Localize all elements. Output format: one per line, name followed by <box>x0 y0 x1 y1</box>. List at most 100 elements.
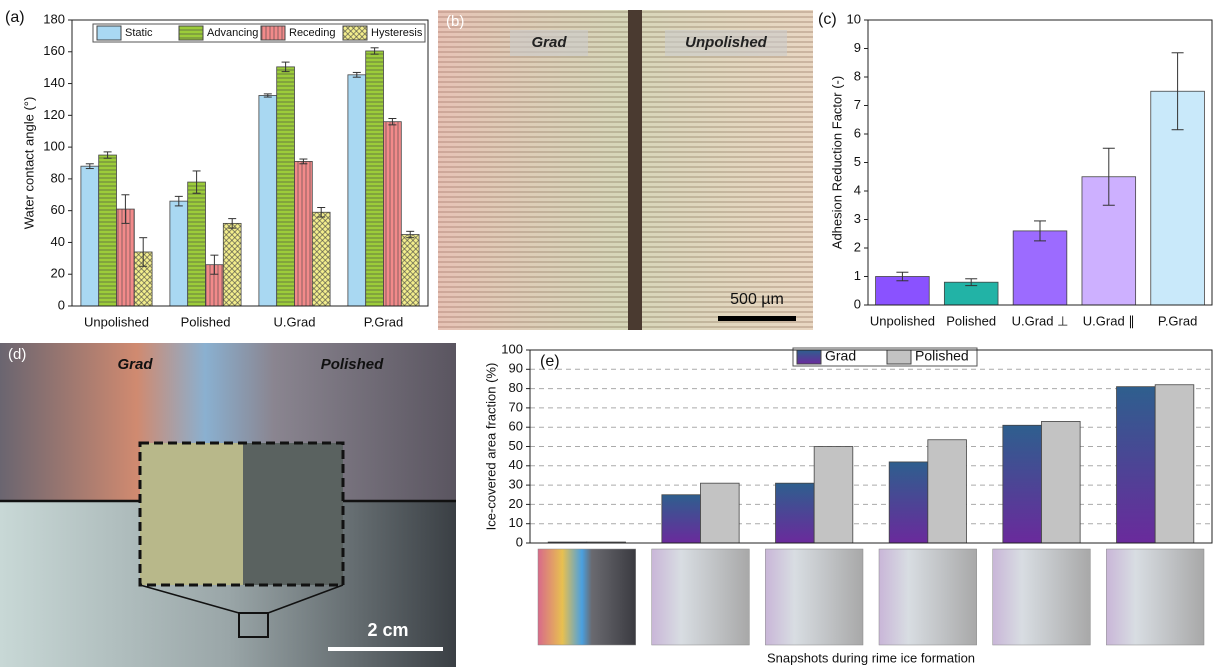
boundary <box>628 10 642 330</box>
x-tick-label: Unpolished <box>84 314 149 329</box>
panel-label: (b) <box>446 13 464 30</box>
legend-swatch <box>261 26 285 40</box>
y-tick-label: 140 <box>43 75 65 90</box>
scale-bar <box>328 647 443 651</box>
panel-label: (c) <box>818 11 837 28</box>
y-tick-label: 3 <box>854 211 861 226</box>
legend-swatch <box>887 350 911 364</box>
bar <box>1003 425 1042 543</box>
snapshot <box>538 549 636 645</box>
x-tick-label: Polished <box>181 314 231 329</box>
y-tick-label: 20 <box>509 496 523 511</box>
region-label: Grad <box>117 356 153 373</box>
y-axis-title: Ice-covered area fraction (%) <box>483 363 498 531</box>
legend: Static Advancing Receding Hysteresis <box>93 24 425 42</box>
bar <box>1013 231 1067 305</box>
legend-swatch <box>179 26 203 40</box>
bar <box>1042 421 1081 543</box>
y-tick-label: 0 <box>854 296 861 311</box>
bar <box>277 67 295 306</box>
bar <box>776 483 815 543</box>
scale-bar <box>718 316 796 321</box>
snapshot <box>652 549 750 645</box>
x-tick-label: U.Grad <box>274 314 316 329</box>
legend-label: Advancing <box>207 27 258 39</box>
y-tick-label: 60 <box>509 419 523 434</box>
y-tick-label: 120 <box>43 107 65 122</box>
bar <box>1117 387 1156 543</box>
region-label: Unpolished <box>685 34 768 51</box>
snapshot <box>765 549 863 645</box>
x-tick-label: P.Grad <box>1158 313 1198 328</box>
y-axis-title: Adhesion Reduction Factor (-) <box>829 76 844 249</box>
micrograph: (b) Grad Unpolished 500 µm <box>438 10 813 330</box>
bar <box>401 235 419 307</box>
bar <box>99 155 117 306</box>
scale-label: 2 cm <box>367 620 408 640</box>
y-tick-label: 6 <box>854 125 861 140</box>
y-tick-label: 70 <box>509 399 523 414</box>
bar <box>1155 385 1194 543</box>
x-tick-label: U.Grad ⊥ <box>1012 313 1069 328</box>
y-tick-label: 30 <box>509 477 523 492</box>
y-tick-label: 4 <box>854 182 861 197</box>
y-tick-label: 0 <box>516 534 523 549</box>
y-axis-title: Water contact angle (°) <box>21 97 36 230</box>
scale-label: 500 µm <box>730 291 784 308</box>
bar <box>662 495 701 543</box>
y-tick-label: 180 <box>43 11 65 26</box>
bar <box>384 122 402 306</box>
x-tick-label: U.Grad ∥ <box>1083 313 1135 328</box>
y-tick-label: 160 <box>43 43 65 58</box>
legend-label: Static <box>125 27 153 39</box>
photo: (d) Grad Polished 2 cm <box>0 343 456 667</box>
x-tick-label: Polished <box>946 313 996 328</box>
legend-swatch <box>97 26 121 40</box>
inset-right <box>243 443 343 585</box>
region-label: Polished <box>321 356 384 373</box>
bar <box>170 201 188 306</box>
y-tick-label: 9 <box>854 40 861 55</box>
bar <box>366 51 384 306</box>
bar <box>259 95 277 306</box>
y-tick-label: 0 <box>58 297 65 312</box>
panel-label: (d) <box>8 346 26 363</box>
y-tick-label: 2 <box>854 239 861 254</box>
y-tick-label: 7 <box>854 97 861 112</box>
region-label: Grad <box>531 34 567 51</box>
bar <box>701 483 740 543</box>
bar <box>889 462 928 543</box>
inset-left <box>140 443 243 585</box>
y-tick-label: 100 <box>501 341 523 356</box>
y-tick-label: 90 <box>509 361 523 376</box>
legend-swatch <box>797 350 821 364</box>
y-tick-label: 50 <box>509 438 523 453</box>
panel-label: (e) <box>540 353 560 370</box>
x-tick-label: Unpolished <box>870 313 935 328</box>
panel-label: (a) <box>5 9 25 26</box>
y-tick-label: 40 <box>509 457 523 472</box>
bar <box>295 161 313 306</box>
snapshot <box>993 549 1091 645</box>
x-tick-label: P.Grad <box>364 314 404 329</box>
snapshot <box>879 549 977 645</box>
tint <box>438 10 813 330</box>
y-tick-label: 80 <box>51 170 65 185</box>
y-tick-label: 100 <box>43 139 65 154</box>
bar <box>223 223 241 306</box>
bar <box>348 75 366 306</box>
snapshot <box>1106 549 1204 645</box>
bar <box>312 212 330 306</box>
bar <box>928 440 967 543</box>
y-tick-label: 8 <box>854 68 861 83</box>
legend-label: Receding <box>289 27 335 39</box>
y-tick-label: 10 <box>509 515 523 530</box>
bar <box>814 447 853 544</box>
bar <box>81 166 99 306</box>
y-tick-label: 60 <box>51 202 65 217</box>
y-tick-label: 40 <box>51 234 65 249</box>
y-tick-label: 10 <box>847 11 861 26</box>
y-tick-label: 80 <box>509 380 523 395</box>
snapshots <box>538 549 1204 645</box>
legend-label: Hysteresis <box>371 27 423 39</box>
